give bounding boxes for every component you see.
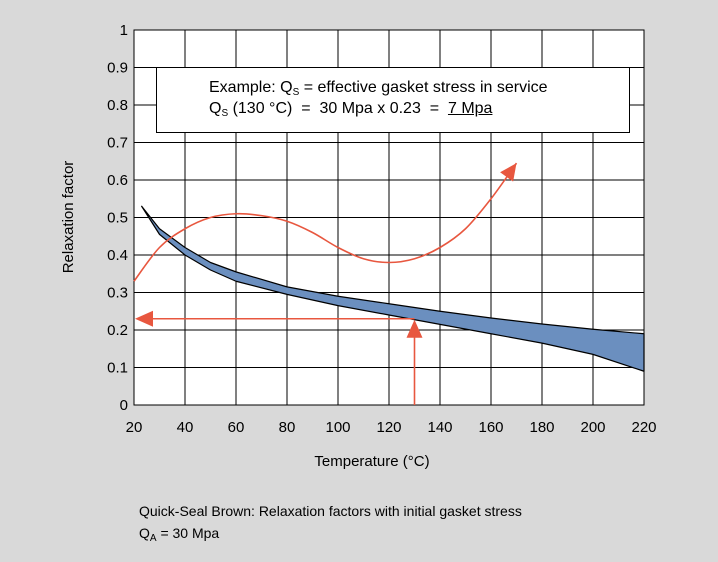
reading-arrowhead-up — [406, 319, 423, 338]
caption-line2-suffix: = 30 Mpa — [156, 525, 220, 541]
x-tick-label: 20 — [126, 419, 143, 436]
example-line2-prefix: Q — [209, 100, 222, 117]
x-tick-label: 180 — [529, 419, 554, 436]
example-box: Example: QS = effective gasket stress in… — [156, 67, 630, 133]
y-tick-label: 0.3 — [107, 285, 128, 302]
x-tick-label: 60 — [228, 419, 245, 436]
relaxation-band — [141, 205, 645, 372]
trend-curve — [133, 162, 518, 282]
reading-arrowhead-left — [135, 310, 153, 327]
relaxation-band-area — [141, 205, 645, 372]
caption-line-1: Quick-Seal Brown: Relaxation factors wit… — [139, 503, 522, 519]
example-line2-mid: (130 °C) = 30 Mpa x 0.23 = — [228, 100, 448, 117]
y-tick-label: 0.5 — [107, 210, 128, 227]
x-tick-label: 200 — [580, 419, 605, 436]
tick-labels: 20 40 60 80 100 120 140 160 180 200 220 0 0.1 0.2 0.3 0… — [107, 22, 656, 436]
y-tick-label: 0.4 — [107, 247, 128, 264]
trend-arrow — [133, 162, 518, 282]
y-tick-label: 0.2 — [107, 322, 128, 339]
y-axis-label: Relaxation factor — [60, 161, 77, 274]
example-line-2: QS (130 °C) = 30 Mpa x 0.23 = 7 Mpa — [209, 98, 629, 119]
example-line1-prefix: Example: Q — [209, 79, 293, 96]
example-line2-sub: S — [221, 108, 229, 119]
caption-line-2: QA = 30 Mpa — [139, 522, 522, 544]
figure-caption: Quick-Seal Brown: Relaxation factors wit… — [139, 500, 522, 544]
y-tick-label: 0.6 — [107, 172, 128, 189]
x-tick-label: 160 — [478, 419, 503, 436]
x-axis-label: Temperature (°C) — [314, 453, 429, 470]
x-tick-label: 80 — [279, 419, 296, 436]
x-tick-label: 120 — [376, 419, 401, 436]
example-line-1: Example: QS = effective gasket stress in… — [209, 77, 629, 98]
example-line1-sub: S — [292, 87, 300, 98]
caption-line2-sub: A — [149, 533, 157, 544]
x-tick-label: 220 — [631, 419, 656, 436]
x-tick-label: 100 — [325, 419, 350, 436]
trend-arrowhead — [500, 163, 517, 182]
y-tick-label: 0.1 — [107, 360, 128, 377]
example-result: 7 Mpa — [447, 100, 493, 117]
y-tick-label: 1 — [120, 22, 128, 39]
caption-line2-prefix: Q — [139, 525, 150, 541]
y-tick-label: 0 — [120, 397, 128, 414]
y-tick-label: 0.7 — [107, 135, 128, 152]
x-tick-label: 140 — [427, 419, 452, 436]
y-tick-label: 0.9 — [107, 60, 128, 77]
reading-lines — [135, 310, 423, 405]
example-line1-suffix: = effective gasket stress in service — [299, 79, 548, 96]
x-tick-label: 40 — [177, 419, 194, 436]
y-tick-label: 0.8 — [107, 97, 128, 114]
